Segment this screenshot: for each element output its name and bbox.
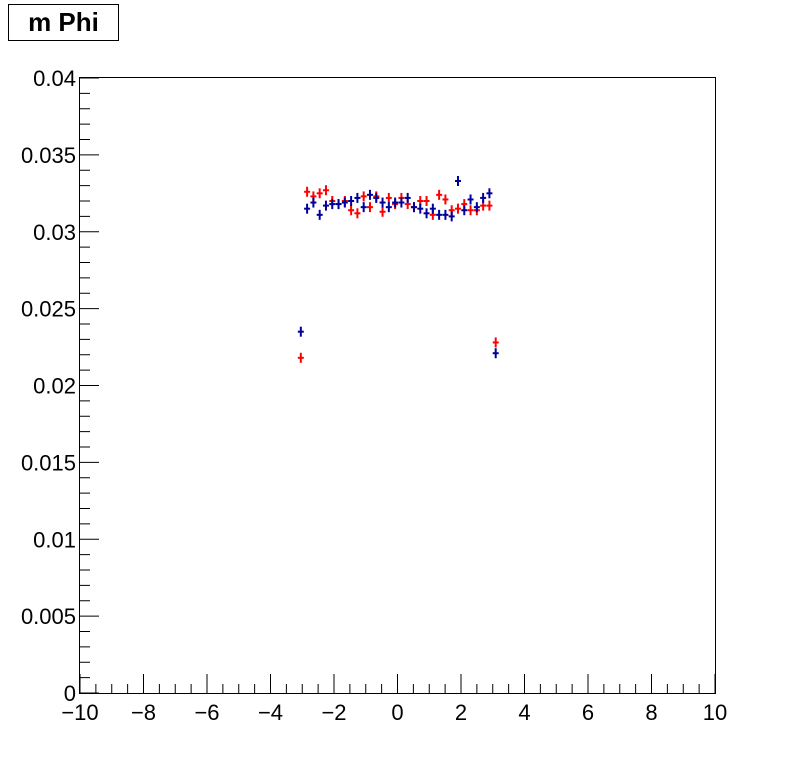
data-point-blue	[423, 208, 430, 219]
data-point-blue	[454, 176, 461, 187]
data-point-blue	[297, 326, 304, 337]
data-point-red	[366, 202, 373, 213]
data-point-red	[316, 188, 323, 199]
data-point-blue	[417, 203, 424, 214]
data-point-blue	[392, 197, 399, 208]
data-markers	[297, 176, 499, 363]
data-point-blue	[322, 200, 329, 211]
data-point-blue	[366, 189, 373, 200]
data-point-red	[385, 192, 392, 203]
data-point-blue	[429, 203, 436, 214]
data-point-blue	[492, 348, 499, 359]
data-point-red	[436, 189, 443, 200]
y-tick-label: 0.035	[21, 143, 76, 168]
x-tick-label: 8	[645, 700, 657, 725]
data-point-blue	[329, 199, 336, 210]
y-tick-label: 0.01	[33, 527, 76, 552]
x-tick-label: 2	[455, 700, 467, 725]
data-point-blue	[448, 211, 455, 222]
data-point-red	[348, 205, 355, 216]
data-point-blue	[467, 194, 474, 205]
data-point-red	[360, 191, 367, 202]
y-tick-label: 0.015	[21, 450, 76, 475]
data-point-blue	[480, 192, 487, 203]
data-point-blue	[398, 197, 405, 208]
x-tick-label: −6	[194, 700, 219, 725]
data-point-red	[486, 200, 493, 211]
x-tick-label: −8	[131, 700, 156, 725]
y-tick-label: 0.02	[33, 374, 76, 399]
x-tick-label: 4	[518, 700, 530, 725]
data-point-red	[454, 203, 461, 214]
data-point-red	[467, 205, 474, 216]
x-tick-label: 6	[582, 700, 594, 725]
data-point-red	[492, 337, 499, 348]
data-point-blue	[486, 188, 493, 199]
data-point-blue	[316, 209, 323, 220]
plot-frame	[79, 77, 716, 694]
data-point-blue	[436, 209, 443, 220]
y-tick-label: 0.03	[33, 220, 76, 245]
data-point-blue	[304, 203, 311, 214]
y-tick-label: 0	[64, 681, 76, 706]
data-point-blue	[461, 205, 468, 216]
x-tick-label: 0	[391, 700, 403, 725]
data-point-blue	[379, 197, 386, 208]
y-tick-label: 0.025	[21, 297, 76, 322]
x-tick-label: 10	[703, 700, 727, 725]
data-point-blue	[341, 197, 348, 208]
y-tick-label: 0.005	[21, 604, 76, 629]
data-point-red	[423, 196, 430, 206]
data-point-blue	[404, 192, 411, 203]
x-tick-label: −10	[61, 700, 98, 725]
data-point-blue	[310, 197, 317, 208]
chart-title: m Phi	[8, 4, 119, 41]
data-point-blue	[410, 202, 417, 213]
data-point-blue	[348, 196, 355, 206]
data-point-blue	[473, 202, 480, 213]
data-point-blue	[373, 192, 380, 203]
data-point-red	[322, 185, 329, 196]
data-point-blue	[354, 192, 361, 203]
data-point-blue	[360, 202, 367, 213]
data-point-red	[354, 208, 361, 219]
y-axis: 0 0.005 0.01 0.015 0.02 0.025 0.03 0.035 0.04	[21, 66, 99, 706]
x-tick-label: −4	[258, 700, 283, 725]
data-point-red	[304, 186, 311, 197]
data-point-blue	[442, 209, 449, 220]
x-tick-label: −2	[321, 700, 346, 725]
y-tick-label: 0.04	[33, 66, 76, 91]
data-point-blue	[385, 202, 392, 213]
x-axis: −10 −8 −6 −4 −2 0 2 4 6 8 10	[61, 674, 727, 725]
data-point-red	[442, 194, 449, 205]
data-point-red	[379, 206, 386, 217]
data-point-blue	[335, 199, 342, 210]
data-point-red	[297, 352, 304, 363]
